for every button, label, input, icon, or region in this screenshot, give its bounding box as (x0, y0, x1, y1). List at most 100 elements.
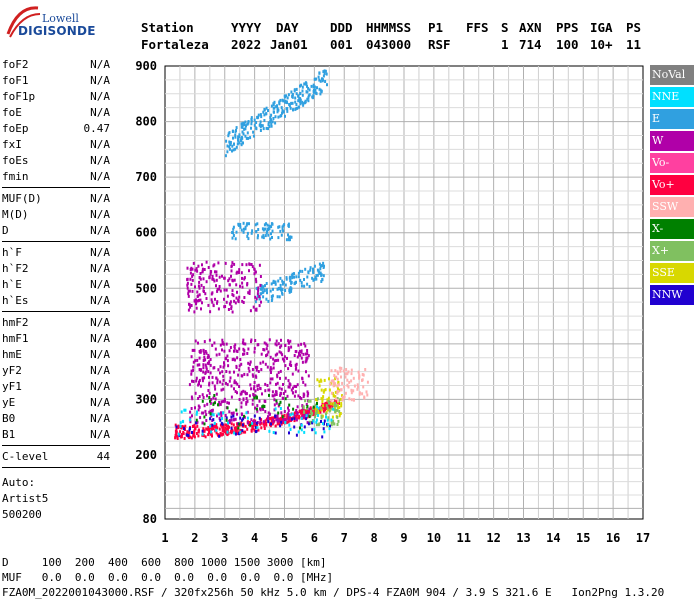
header-col-label: HHMMSS (366, 20, 412, 35)
echo-point (303, 284, 306, 288)
echo-point (198, 293, 201, 297)
echo-point (318, 87, 321, 91)
echo-point (195, 306, 198, 310)
echo-point (297, 343, 300, 347)
echo-point (215, 376, 218, 380)
echo-point (260, 286, 263, 290)
echo-point (266, 223, 269, 227)
echo-point (350, 391, 353, 395)
echo-point (284, 344, 287, 347)
echo-point (214, 347, 217, 351)
echo-point (322, 409, 325, 413)
echo-point (316, 397, 319, 401)
echo-point (222, 387, 225, 391)
echo-point (314, 412, 317, 415)
echo-point (230, 418, 233, 422)
echo-point (230, 395, 233, 399)
echo-point (187, 434, 190, 437)
echo-point (322, 274, 325, 278)
echo-point (215, 423, 218, 427)
echo-point (272, 357, 275, 361)
echo-point (215, 431, 218, 435)
echo-point (199, 384, 202, 388)
echo-point (201, 263, 203, 267)
param-label: fxI (2, 138, 22, 151)
echo-point (202, 370, 205, 374)
echo-point (205, 260, 208, 264)
echo-point (235, 283, 238, 287)
echo-point (262, 422, 265, 426)
echo-point (191, 397, 194, 401)
echo-point (358, 392, 361, 396)
echo-point (339, 412, 342, 415)
echo-point (265, 423, 268, 427)
echo-point (301, 89, 304, 93)
echo-point (347, 370, 350, 374)
echo-point (212, 304, 215, 308)
echo-point (257, 370, 260, 373)
echo-point (334, 410, 337, 413)
echo-point (202, 277, 205, 281)
echo-point (211, 409, 214, 412)
echo-point (231, 429, 234, 433)
echo-point (319, 271, 322, 275)
echo-point (254, 425, 257, 429)
echo-point (295, 366, 298, 370)
echo-point (190, 395, 193, 399)
echo-point (239, 416, 242, 420)
echo-point (263, 113, 266, 117)
echo-point (191, 379, 193, 383)
echo-point (279, 424, 282, 428)
echo-point (270, 295, 273, 299)
echo-point (174, 423, 177, 427)
echo-point (312, 94, 315, 98)
echo-point (247, 291, 250, 295)
echo-point (331, 392, 334, 396)
echo-point (233, 431, 236, 435)
echo-point (271, 377, 274, 381)
echo-point (215, 270, 218, 274)
echo-point (241, 418, 244, 422)
param-value: N/A (90, 90, 110, 103)
echo-point (307, 399, 310, 403)
echo-point (198, 286, 201, 290)
echo-point (192, 365, 195, 369)
echo-point (307, 422, 310, 426)
echo-point (190, 355, 193, 359)
echo-point (238, 268, 241, 272)
echo-point (253, 428, 256, 432)
echo-point (263, 108, 266, 112)
echo-point (231, 310, 234, 314)
echo-point (272, 366, 275, 370)
legend-item: X+ (650, 241, 694, 261)
echo-point (264, 227, 266, 231)
echo-point (287, 346, 290, 350)
echo-point (309, 266, 312, 270)
echo-point (193, 348, 196, 352)
echo-point (196, 424, 199, 428)
echo-point (261, 405, 264, 409)
echo-point (248, 369, 251, 373)
echo-point (231, 236, 234, 240)
echo-point (253, 123, 256, 127)
echo-point (287, 385, 290, 389)
echo-point (255, 368, 258, 372)
echo-point (257, 383, 260, 387)
echo-point (259, 129, 262, 132)
echo-point (256, 409, 259, 413)
x-tick-label: 3 (221, 531, 228, 545)
echo-point (267, 127, 269, 131)
echo-point (319, 264, 322, 268)
echo-point (327, 396, 330, 400)
echo-point (280, 419, 283, 422)
echo-point (261, 235, 264, 239)
echo-point (303, 278, 305, 281)
echo-point (246, 410, 249, 414)
echo-point (266, 417, 269, 420)
echo-point (242, 347, 245, 351)
echo-point (303, 410, 306, 414)
echo-point (294, 390, 297, 394)
echo-point (179, 421, 182, 425)
echo-point (270, 104, 273, 108)
echo-point (229, 346, 232, 349)
